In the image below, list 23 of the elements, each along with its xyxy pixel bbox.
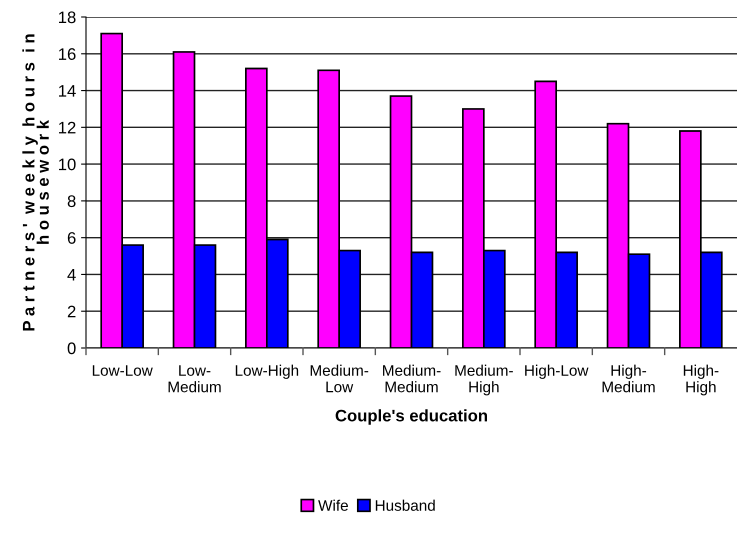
y-tick-label: 8 <box>68 195 76 208</box>
x-tick-label: Medium- High <box>455 364 513 396</box>
y-tick-label: 4 <box>67 269 76 280</box>
x-tick-label: Medium- Low <box>310 364 368 392</box>
y-tick-label: 16 <box>59 48 76 60</box>
y-axis-title: P a r t n e r s ' w e e k l y h o u r s i n h o u s e w o r k <box>22 34 49 330</box>
x-tick-label: Low- Medium <box>168 365 221 392</box>
x-tick-label: Medium- Medium <box>383 364 441 392</box>
x-axis-title: Couple's education <box>336 409 487 425</box>
x-tick-label: High-Low <box>525 364 588 379</box>
y-tick-label: 18 <box>59 11 76 24</box>
x-tick-label: Low-High <box>236 364 298 379</box>
y-tick-label: 14 <box>59 85 76 97</box>
y-tick-label: 6 <box>68 232 76 244</box>
legend-label: Wife <box>318 500 348 511</box>
y-tick-label: 0 <box>68 342 76 354</box>
y-tick-label: 12 <box>59 122 76 134</box>
y-tick-label: 2 <box>68 306 76 318</box>
y-tick-label: 10 <box>59 158 76 170</box>
x-tick-label: High- Medium <box>602 364 655 392</box>
legend-label: Husband <box>376 500 435 511</box>
x-tick-label: Low-Low <box>92 365 153 376</box>
x-tick-label: High- High <box>684 364 718 396</box>
